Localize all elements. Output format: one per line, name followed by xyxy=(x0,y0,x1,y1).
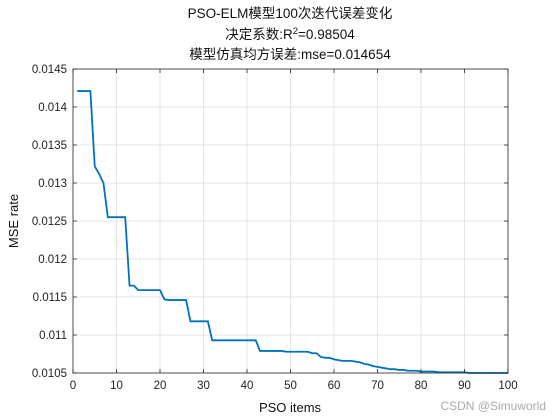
x-tick-label: 60 xyxy=(328,380,341,392)
title-line-2: 决定系数:R2=0.98504 xyxy=(225,26,355,43)
title-line-3: 模型仿真均方误差:mse=0.014654 xyxy=(189,47,391,62)
y-tick-labels: 0.0105 0.011 0.0115 0.012 0.0125 0.013 0.0135 0… xyxy=(32,64,68,380)
x-tick-label: 90 xyxy=(458,380,471,392)
x-tick-label: 40 xyxy=(241,380,254,392)
mse-series-line xyxy=(77,90,508,374)
y-tick-label: 0.0125 xyxy=(32,216,67,228)
y-tick-label: 0.0135 xyxy=(32,140,67,152)
x-tick-label: 50 xyxy=(284,380,297,392)
x-tick-labels: 0 10 20 30 40 50 60 70 80 90 100 xyxy=(70,380,518,392)
x-tick-label: 80 xyxy=(415,380,428,392)
x-tick-label: 70 xyxy=(371,380,384,392)
r2-superscript: 2 xyxy=(293,26,298,37)
x-tick-label: 30 xyxy=(197,380,210,392)
y-tick-label: 0.013 xyxy=(38,178,67,190)
x-tick-label: 10 xyxy=(110,380,123,392)
y-axis-label: MSE rate xyxy=(6,194,21,248)
watermark: CSDN @Simuworld xyxy=(440,399,546,413)
title-line-1: PSO-ELM模型100次迭代误差变化 xyxy=(188,6,393,21)
x-tick-label: 0 xyxy=(70,380,76,392)
x-axis-label: PSO items xyxy=(259,400,322,415)
y-tick-label: 0.0115 xyxy=(33,292,67,304)
r2-value: =0.98504 xyxy=(298,27,355,42)
tick-marks xyxy=(72,68,509,374)
chart-title: PSO-ELM模型100次迭代误差变化 决定系数:R2=0.98504 模型仿真… xyxy=(188,6,393,62)
y-tick-label: 0.011 xyxy=(39,330,67,342)
plot-frame xyxy=(72,68,509,374)
y-tick-label: 0.012 xyxy=(38,254,67,266)
x-tick-label: 100 xyxy=(498,380,517,392)
y-tick-label: 0.0105 xyxy=(32,368,67,380)
y-tick-label: 0.0145 xyxy=(32,64,67,76)
y-tick-label: 0.014 xyxy=(38,102,67,114)
plot-area xyxy=(72,68,509,374)
title-line-2-prefix: 决定系数:R xyxy=(225,27,293,42)
x-tick-label: 20 xyxy=(154,380,167,392)
